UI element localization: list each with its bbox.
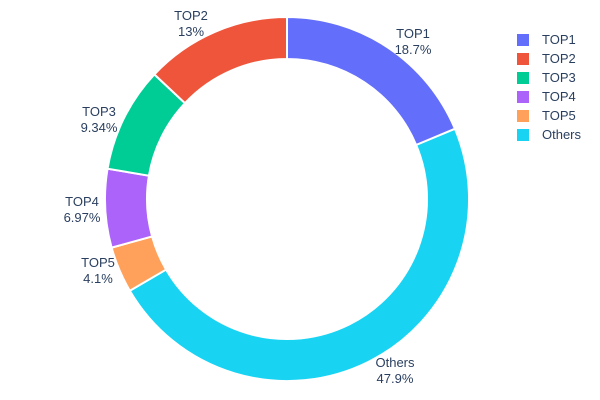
slice-label-top1: TOP1 18.7% xyxy=(395,26,432,58)
slice-label-name: TOP5 xyxy=(81,255,115,270)
slice-label-others: Others 47.9% xyxy=(375,355,414,387)
legend-swatch-icon xyxy=(517,109,529,122)
legend-swatch-icon xyxy=(517,52,529,65)
legend-item-top4[interactable]: TOP4 xyxy=(517,87,581,106)
slice-label-name: TOP3 xyxy=(82,104,116,119)
legend-item-label: TOP5 xyxy=(542,108,576,123)
legend-item-label: TOP1 xyxy=(542,32,576,47)
legend-item-top5[interactable]: TOP5 xyxy=(517,106,581,125)
legend: TOP1 TOP2 TOP3 TOP4 TOP5 Others xyxy=(517,30,581,144)
legend-item-top1[interactable]: TOP1 xyxy=(517,30,581,49)
slice-label-pct: 47.9% xyxy=(376,371,414,386)
slice-label-top3: TOP3 9.34% xyxy=(81,104,118,136)
pie-slice-top4[interactable] xyxy=(104,167,154,249)
slice-label-top2: TOP2 13% xyxy=(174,8,208,40)
slice-label-pct: 9.34% xyxy=(80,120,118,135)
legend-swatch-icon xyxy=(517,128,529,141)
slice-label-pct: 13% xyxy=(177,24,205,39)
legend-item-others[interactable]: Others xyxy=(517,125,581,144)
legend-item-top3[interactable]: TOP3 xyxy=(517,68,581,87)
slice-label-name: TOP1 xyxy=(396,26,430,41)
slice-label-pct: 4.1% xyxy=(83,271,113,286)
pie-slice-others[interactable] xyxy=(128,127,470,383)
legend-item-label: TOP4 xyxy=(542,89,576,104)
legend-item-label: TOP2 xyxy=(542,51,576,66)
legend-swatch-icon xyxy=(517,33,529,46)
legend-swatch-icon xyxy=(517,71,529,84)
slice-label-name: TOP2 xyxy=(174,8,208,23)
legend-item-top2[interactable]: TOP2 xyxy=(517,49,581,68)
slice-label-top4: TOP4 6.97% xyxy=(64,194,101,226)
slice-label-top5: TOP5 4.1% xyxy=(81,255,115,287)
slice-label-pct: 18.7% xyxy=(394,42,432,57)
slice-label-name: TOP4 xyxy=(65,194,99,209)
legend-item-label: TOP3 xyxy=(542,70,576,85)
slice-label-pct: 6.97% xyxy=(63,210,101,225)
slice-label-name: Others xyxy=(375,355,415,370)
pie-slice-top2[interactable] xyxy=(152,15,288,105)
legend-item-label: Others xyxy=(542,127,582,142)
legend-swatch-icon xyxy=(517,90,529,103)
